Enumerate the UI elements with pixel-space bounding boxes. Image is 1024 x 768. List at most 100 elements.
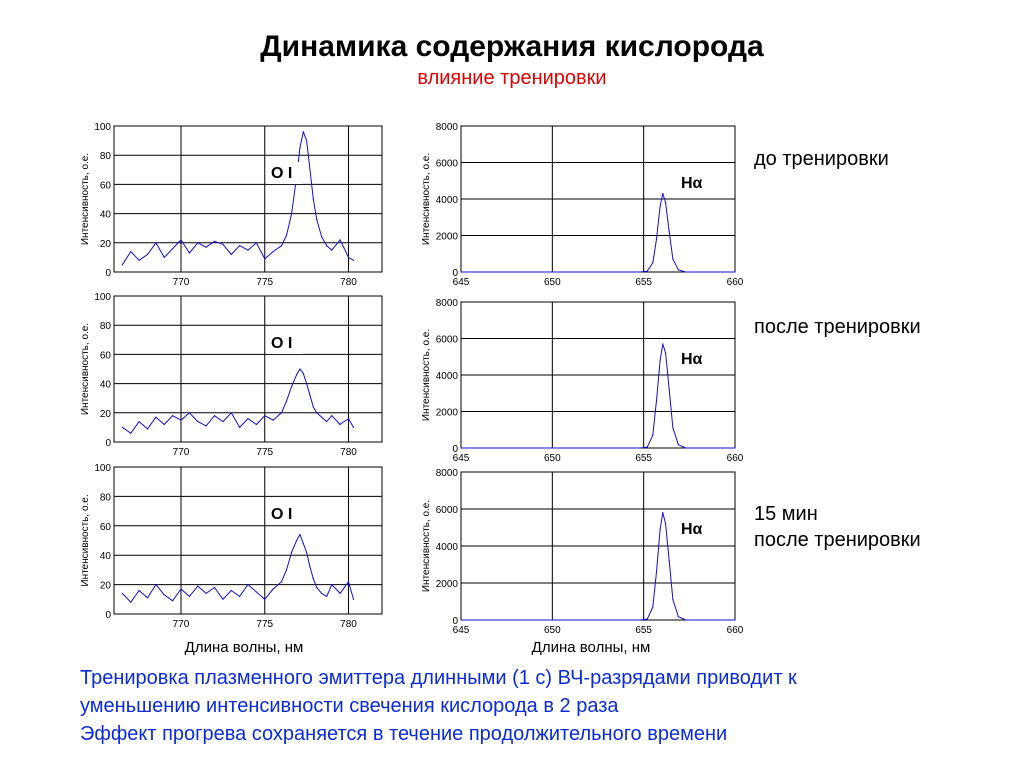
panel-2-oi-data-point	[138, 589, 140, 592]
panel-0-ha-data-point	[659, 205, 661, 207]
panel-1-oi-data-point	[155, 416, 157, 418]
condition-label-after: после тренировки	[754, 314, 921, 340]
panel-2-ha-data-point	[672, 599, 674, 601]
panel-1-oi-data-point	[352, 426, 355, 428]
panel-2-oi-data-point	[347, 581, 350, 583]
panel-0-ha-data-point	[734, 271, 736, 273]
panel-0-oi-data-point	[321, 236, 323, 238]
panel-0-oi-data-point	[299, 147, 301, 149]
x-axis-label-right: Длина волны, нм	[531, 639, 651, 656]
panel-2-ha-data-point	[668, 560, 670, 562]
panel-1-ha-data-point	[662, 343, 664, 345]
panel-1-oi-data-point	[121, 426, 123, 428]
panel-2-oi-data-point	[247, 584, 249, 586]
panel-0-ha-data-point	[655, 238, 658, 240]
panel-1-oi-xtick-label: 780	[340, 447, 357, 458]
panel-1-oi-data-point	[306, 383, 308, 385]
panel-1-oi-data-point	[146, 428, 149, 430]
panel-0-oi-data-point	[247, 249, 249, 251]
panel-0-oi-data-point	[312, 198, 314, 200]
panel-1-ha-data-point	[672, 427, 674, 429]
footer-line-1: Тренировка плазменного эмиттера длинными…	[80, 667, 797, 689]
panel-2-ha-data-point	[639, 619, 641, 621]
panel-1-oi-xtick-label: 770	[173, 447, 190, 458]
panel-2-oi-data-point	[239, 595, 241, 597]
panel-1-ha-xtick-label: 650	[544, 453, 561, 464]
panel-2-ha-ylabel: Интенсивность, о.е.	[421, 500, 432, 592]
panel-0-oi-data-point	[239, 245, 241, 247]
panel-1-ha-data-point	[734, 447, 736, 449]
panel-2-oi-data-point	[222, 598, 224, 600]
panel-2-oi-data-point	[280, 581, 283, 583]
panel-0-oi-ytick-label: 60	[100, 180, 112, 191]
panel-0-oi-data-point	[230, 253, 232, 256]
panel-1-ha-data-point	[668, 389, 670, 391]
panel-1-oi-data-point	[188, 412, 190, 414]
panel-2-oi-data-point	[255, 591, 257, 593]
panel-1-ha-data-point	[685, 447, 687, 449]
panel-0-ha-ytick-label: 2000	[436, 232, 459, 243]
footer-line-3: Эффект прогрева сохраняется в течение пр…	[80, 723, 728, 745]
panel-0-ha-data-point	[672, 258, 674, 260]
condition-label-15min: 15 мин после тренировки	[754, 501, 921, 553]
condition-15min-line1: 15 мин	[754, 503, 818, 525]
panel-2-oi-xtick-label: 780	[340, 619, 357, 630]
panel-0-ha-data-point	[652, 262, 654, 264]
panel-1-oi-data-point	[163, 423, 165, 426]
panel-1-oi-data-point	[138, 420, 140, 423]
panel-1-oi-xtick-label: 775	[256, 447, 273, 458]
panel-0-ha-xtick-label: 650	[544, 277, 561, 288]
panel-2-ha-data-point	[646, 618, 648, 620]
panel-2-ha-ytick-label: 0	[452, 616, 458, 627]
panel-0-oi-ytick-label: 20	[100, 239, 112, 250]
panel-0-ha-data-point	[646, 270, 648, 272]
panel-0-ha-ytick-label: 8000	[436, 122, 459, 133]
panel-2-oi-data-point	[121, 592, 123, 595]
panel-1-ha-data-point	[639, 447, 641, 449]
panel-1-oi-data-point	[213, 415, 216, 417]
panel-2-oi-data-point	[339, 592, 341, 595]
panel-1-ha-ytick-label: 0	[452, 444, 458, 455]
panel-1-oi-ytick-label: 100	[94, 292, 111, 303]
panel-1-ha-data-point	[460, 447, 462, 449]
panel-1-oi-ytick-label: 20	[100, 409, 112, 420]
x-axis-label-left: Длина волны, нм	[184, 639, 304, 656]
panel-1-oi-data-point	[316, 412, 318, 414]
panel-0-oi-ytick-label: 40	[100, 210, 112, 221]
panel-1-oi-series-line	[122, 368, 354, 434]
panel-2-ha-annotation: Hα	[681, 521, 703, 538]
panel-2-oi-data-point	[180, 588, 182, 590]
panel-2-oi-data-point	[285, 569, 288, 571]
panel-2-oi-data-point	[299, 534, 301, 536]
panel-1-oi-data-point	[321, 416, 323, 418]
panel-1-oi-ytick-label: 40	[100, 380, 112, 391]
panel-0-ha-data-point	[639, 271, 641, 273]
panel-1-ha-data-point	[664, 352, 667, 354]
panel-1-oi-data-point	[312, 406, 314, 408]
panel-2-oi-xtick-label: 770	[173, 619, 190, 630]
panel-1-oi-annotation-bg	[267, 332, 303, 354]
panel-0-ha-ytick-label: 6000	[436, 159, 459, 170]
panel-1-oi-data-point	[205, 425, 207, 427]
condition-15min-line2: после тренировки	[754, 529, 921, 551]
panel-1-ha-data-point	[655, 399, 658, 402]
panel-2-oi-data-point	[295, 539, 298, 542]
panel-0-ha-data-point	[677, 269, 679, 271]
panel-1-ha-data-point	[646, 446, 648, 448]
panel-0-oi-xtick-label: 780	[340, 277, 357, 288]
panel-2-oi-data-point	[312, 578, 314, 580]
panel-0-oi-ytick-label: 0	[105, 268, 111, 279]
panel-0-oi-data-point	[352, 259, 355, 261]
panel-2-ha-xtick-label: 650	[544, 625, 561, 636]
panel-0-oi-series-line	[121, 131, 354, 265]
panel-0-oi-data-point	[172, 248, 174, 250]
panel-2-oi-data-point	[146, 597, 149, 599]
panel-2-ha-xtick-label: 655	[635, 625, 652, 636]
panel-1-oi-data-point	[222, 420, 224, 423]
panel-0-oi-data-point	[205, 246, 207, 248]
panel-1-oi-data-point	[339, 423, 341, 426]
panel-0-oi-data-point	[155, 242, 157, 244]
panel-1-oi-data-point	[295, 374, 298, 376]
panel-2-oi-data-point	[272, 588, 274, 590]
panel-0-oi-data-point	[331, 249, 333, 251]
